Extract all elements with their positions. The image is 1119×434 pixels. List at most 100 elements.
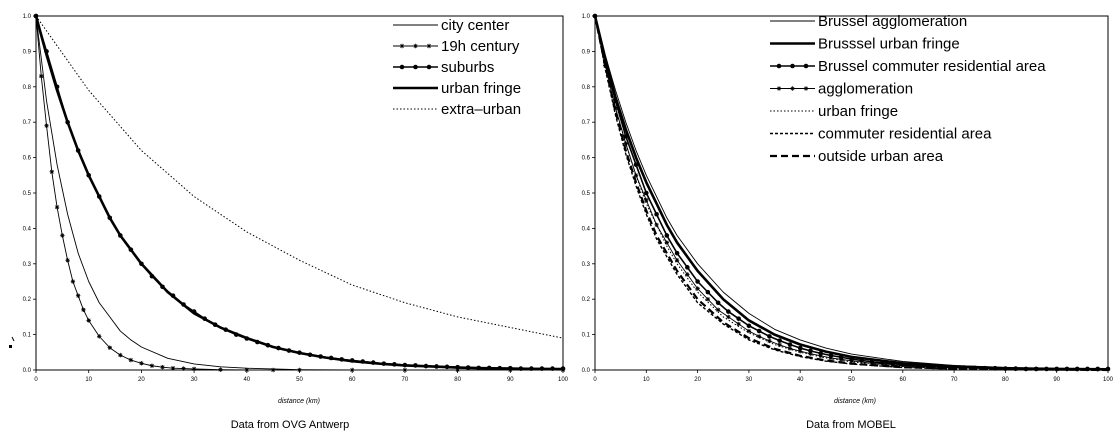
- data-point: [715, 300, 721, 306]
- data-point: [170, 366, 176, 371]
- legend-label: Brussel commuter residential area: [818, 58, 1046, 75]
- data-point: [128, 357, 134, 363]
- x-tick-label: 10: [85, 377, 92, 383]
- data-point: [654, 211, 659, 217]
- series-outside urban area: [593, 15, 1109, 372]
- chart-caption: Data from OVG Antwerp: [231, 419, 350, 431]
- data-point: [664, 240, 670, 245]
- data-point: [181, 366, 186, 371]
- legend-label: commuter residential area: [818, 126, 992, 143]
- x-axis-label: distance (km): [834, 398, 876, 405]
- x-tick-label: 60: [349, 377, 356, 383]
- data-point: [139, 361, 144, 366]
- data-point: [798, 349, 803, 354]
- legend-entry: Brussel commuter residential area: [770, 58, 1046, 75]
- y-tick-label: 0.3: [582, 262, 591, 268]
- y-tick-label: 0.2: [582, 297, 591, 303]
- data-point: [65, 258, 70, 263]
- legend-label: outside urban area: [818, 148, 944, 165]
- series-19h century: [33, 13, 566, 373]
- series-line: [594, 15, 1108, 371]
- data-point: [623, 141, 628, 146]
- series-line: [593, 15, 1109, 371]
- data-point: [828, 355, 834, 361]
- y-tick-label: 0.3: [23, 262, 32, 268]
- data-point: [705, 289, 711, 295]
- x-tick-label: 20: [138, 377, 145, 383]
- series-urban fringe: [34, 15, 564, 371]
- data-point: [75, 293, 81, 298]
- x-tick-label: 80: [454, 377, 461, 383]
- data-point: [244, 367, 249, 373]
- legend-entry: outside urban area: [770, 148, 944, 165]
- data-point: [81, 307, 86, 313]
- data-point: [633, 162, 639, 167]
- data-point: [54, 204, 60, 210]
- x-tick-label: 60: [899, 377, 906, 383]
- data-point: [402, 367, 408, 373]
- y-tick-label: 0.9: [23, 49, 32, 55]
- y-tick-label: 0.0: [23, 368, 32, 374]
- legend-entry: urban fringe: [393, 80, 521, 97]
- y-tick-label: 0.5: [23, 191, 32, 197]
- data-point: [191, 366, 197, 372]
- data-point: [787, 342, 793, 347]
- data-point: [777, 342, 782, 348]
- legend-label: agglomeration: [818, 81, 913, 98]
- data-point: [767, 338, 772, 344]
- x-tick-label: 90: [1053, 377, 1060, 383]
- data-point: [270, 367, 276, 373]
- legend-entry: Brussel agglomeration: [770, 13, 967, 30]
- series-Brussel agglomeration: [594, 15, 1109, 370]
- y-tick-label: 0.5: [582, 191, 591, 197]
- data-point: [297, 367, 302, 373]
- series-line: [35, 15, 564, 339]
- series-Brusssel urban fringe: [593, 15, 1109, 371]
- series-line: [35, 15, 563, 371]
- x-tick-label: 70: [951, 377, 958, 383]
- data-point: [49, 169, 55, 174]
- data-point: [849, 358, 854, 363]
- legend-label: suburbs: [441, 59, 494, 76]
- y-tick-label: 0.2: [23, 297, 32, 303]
- data-point: [350, 367, 355, 373]
- data-point: [39, 73, 44, 79]
- data-point: [674, 250, 680, 256]
- data-point: [97, 334, 102, 339]
- legend-label: urban fringe: [818, 103, 898, 120]
- data-point: [44, 123, 49, 128]
- legend-label: Brusssel urban fringe: [818, 36, 960, 53]
- data-point: [736, 316, 741, 321]
- y-tick-label: 0.4: [582, 226, 591, 232]
- data-point: [218, 367, 223, 372]
- y-tick-label: 0.8: [23, 85, 32, 91]
- x-tick-label: 0: [593, 377, 597, 383]
- data-point: [60, 233, 65, 238]
- x-tick-label: 100: [1103, 377, 1114, 383]
- chart-caption: Data from MOBEL: [806, 419, 896, 431]
- data-point: [107, 345, 112, 350]
- data-point: [86, 318, 91, 323]
- legend-entry: extra–urban: [393, 101, 521, 118]
- legend-label: Brussel agglomeration: [818, 13, 967, 30]
- y-tick-label: 0.9: [582, 49, 591, 55]
- data-point: [149, 363, 155, 368]
- series-line: [594, 15, 1109, 370]
- data-point: [455, 367, 460, 373]
- x-tick-label: 50: [296, 377, 303, 383]
- x-tick-label: 20: [694, 377, 701, 383]
- data-point: [726, 309, 731, 314]
- data-point: [1075, 367, 1080, 372]
- data-point: [726, 314, 731, 320]
- data-point: [767, 334, 772, 339]
- series-line: [34, 15, 564, 371]
- legend-label: urban fringe: [441, 80, 521, 97]
- y-tick-label: 1.0: [23, 14, 32, 20]
- y-axis-label-mark: [9, 336, 15, 348]
- data-point: [644, 190, 649, 196]
- data-point: [70, 279, 76, 284]
- data-point: [797, 345, 803, 351]
- data-point: [756, 334, 762, 339]
- legend-entry: agglomeration: [770, 81, 913, 98]
